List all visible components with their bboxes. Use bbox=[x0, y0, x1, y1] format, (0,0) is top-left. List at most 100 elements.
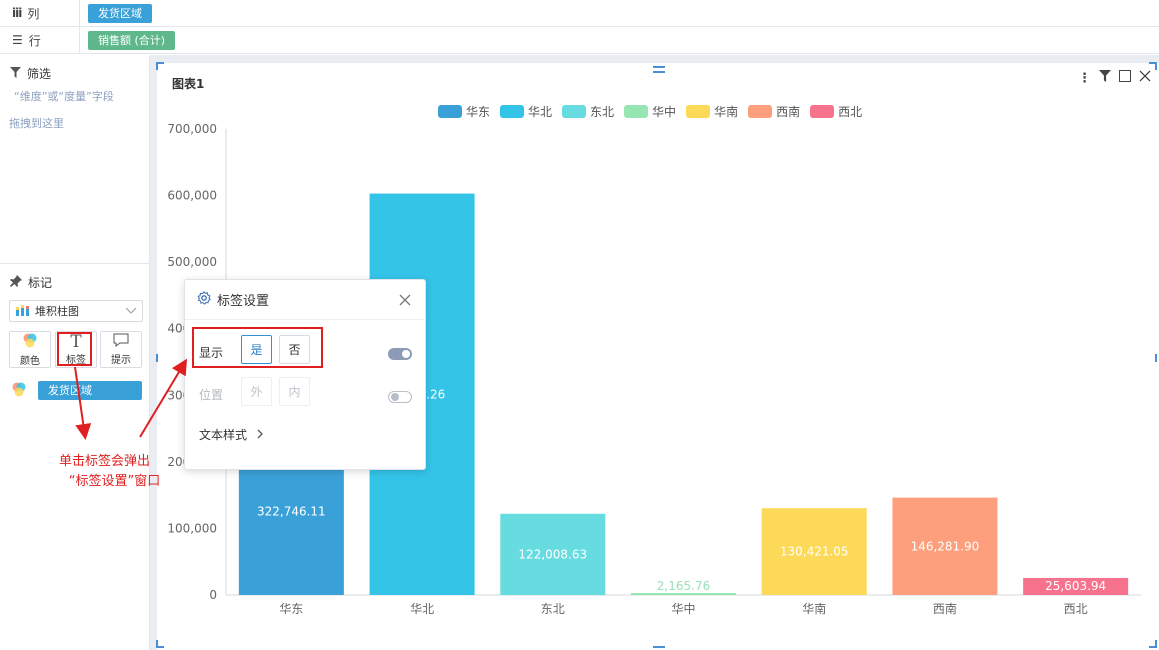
bar[interactable] bbox=[631, 593, 736, 595]
legend-item[interactable]: 西北 bbox=[810, 103, 862, 120]
y-tick-label: 700,000 bbox=[167, 122, 217, 136]
x-tick-label: 东北 bbox=[541, 602, 565, 616]
legend-label: 西南 bbox=[776, 105, 801, 119]
show-toggle[interactable] bbox=[388, 348, 412, 360]
palette-icon bbox=[21, 333, 39, 352]
more-vertical-icon[interactable]: ⋮ bbox=[1078, 70, 1091, 86]
drag-handle-icon[interactable] bbox=[653, 66, 665, 73]
text-style-row[interactable]: 文本样式 bbox=[199, 426, 263, 443]
data-label: 130,421.05 bbox=[780, 545, 849, 559]
left-separator bbox=[150, 56, 157, 650]
legend-label: 西北 bbox=[838, 105, 863, 119]
chevron-right-icon bbox=[257, 428, 263, 442]
tooltip-mark-label: 提示 bbox=[111, 355, 131, 366]
y-tick-label: 0 bbox=[209, 588, 217, 602]
filter-section-title: 筛选 bbox=[10, 65, 51, 82]
text-style-label: 文本样式 bbox=[199, 428, 248, 442]
popup-title: 标签设置 bbox=[217, 294, 270, 309]
x-tick-label: 华北 bbox=[410, 602, 434, 616]
filter-hint: “维度”或“度量”字段 bbox=[14, 90, 114, 103]
y-tick-label: 500,000 bbox=[167, 255, 217, 269]
resize-handle-right[interactable] bbox=[1155, 354, 1157, 362]
filter-icon[interactable] bbox=[1099, 70, 1111, 86]
filter-drop-hint[interactable]: 拖拽到这里 bbox=[9, 117, 64, 130]
legend-swatch bbox=[810, 105, 835, 118]
chart-title: 图表1 bbox=[172, 77, 205, 91]
legend-item[interactable]: 华北 bbox=[500, 103, 552, 120]
legend-label: 东北 bbox=[590, 105, 615, 119]
legend-label: 华南 bbox=[714, 105, 739, 119]
x-tick-label: 华东 bbox=[279, 602, 303, 616]
resize-handle-left[interactable] bbox=[156, 354, 158, 362]
panel-divider bbox=[0, 263, 150, 264]
resize-corner-tl[interactable] bbox=[156, 62, 164, 70]
data-label: 122,008.63 bbox=[518, 547, 587, 561]
pin-icon bbox=[10, 275, 22, 290]
position-inside-button[interactable]: 内 bbox=[279, 377, 310, 406]
bar[interactable] bbox=[892, 497, 998, 595]
columns-label: 列 bbox=[27, 6, 40, 21]
rows-shelf: ☰ 行 销售额 (合计) bbox=[0, 27, 1159, 54]
legend-item[interactable]: 华东 bbox=[438, 103, 490, 120]
legend-item[interactable]: 西南 bbox=[748, 103, 800, 120]
position-label: 位置 bbox=[199, 388, 224, 402]
tooltip-mark-button[interactable]: 提示 bbox=[100, 331, 142, 368]
position-outside-button[interactable]: 外 bbox=[241, 377, 272, 406]
legend-item[interactable]: 华南 bbox=[686, 103, 738, 120]
x-tick-label: 西北 bbox=[1064, 602, 1088, 616]
gear-icon bbox=[197, 290, 211, 309]
legend-swatch bbox=[624, 105, 649, 118]
data-label: 146,281.90 bbox=[911, 539, 980, 553]
resize-corner-tr[interactable] bbox=[1149, 62, 1157, 70]
close-icon[interactable] bbox=[1139, 70, 1151, 86]
columns-shelf-label: iii 列 bbox=[0, 0, 80, 26]
label-settings-popup: 标签设置 显示 是 否 位置 外 内 文本样式 bbox=[184, 279, 426, 470]
data-label: 322,746.11 bbox=[257, 505, 326, 519]
annotation-line2: “标签设置”窗口 bbox=[68, 474, 161, 489]
popup-header: 标签设置 bbox=[185, 280, 425, 320]
color-mark-button[interactable]: 颜色 bbox=[9, 331, 51, 368]
chart-toolbar: ⋮ bbox=[1078, 70, 1151, 86]
columns-icon: iii bbox=[12, 6, 22, 20]
legend-item[interactable]: 东北 bbox=[562, 103, 614, 120]
legend-swatch bbox=[500, 105, 525, 118]
label-mark-label: 标签 bbox=[66, 354, 86, 366]
text-t-icon: T bbox=[70, 331, 82, 352]
marks-title: 标记 bbox=[28, 276, 53, 290]
legend-label: 华东 bbox=[466, 105, 491, 119]
show-no-button[interactable]: 否 bbox=[279, 335, 310, 364]
chart-type-value: 堆积柱图 bbox=[35, 305, 79, 318]
maximize-icon[interactable] bbox=[1119, 70, 1131, 86]
rows-field-pill[interactable]: 销售额 (合计) bbox=[88, 30, 176, 50]
position-toggle[interactable] bbox=[388, 391, 412, 403]
bar[interactable] bbox=[761, 508, 867, 595]
x-tick-label: 华南 bbox=[802, 601, 826, 616]
rows-label: 行 bbox=[28, 33, 41, 48]
legend-swatch bbox=[438, 105, 462, 118]
x-tick-label: 西南 bbox=[933, 601, 957, 616]
legend-swatch bbox=[748, 105, 773, 118]
color-mark-label: 颜色 bbox=[20, 355, 40, 367]
close-icon[interactable] bbox=[399, 291, 411, 310]
chevron-down-icon bbox=[125, 306, 137, 317]
columns-field-pill[interactable]: 发货区域 bbox=[88, 3, 152, 23]
data-label: 2,165.76 bbox=[657, 579, 710, 593]
chart-type-select[interactable]: 堆积柱图 bbox=[9, 300, 143, 322]
resize-corner-bl[interactable] bbox=[156, 640, 164, 648]
legend-label: 华北 bbox=[528, 105, 553, 119]
columns-shelf: iii 列 发货区域 bbox=[0, 0, 1159, 27]
resize-corner-br[interactable] bbox=[1149, 640, 1157, 648]
bar[interactable] bbox=[1023, 577, 1129, 595]
resize-handle-bottom[interactable] bbox=[653, 646, 665, 648]
bar[interactable] bbox=[500, 513, 606, 595]
legend-item[interactable]: 华中 bbox=[624, 103, 676, 120]
rows-icon: ☰ bbox=[12, 33, 23, 47]
legend-swatch bbox=[686, 105, 711, 118]
show-yes-button[interactable]: 是 bbox=[241, 335, 272, 364]
y-tick-label: 600,000 bbox=[167, 189, 217, 203]
legend-swatch bbox=[562, 105, 587, 118]
rows-shelf-label: ☰ 行 bbox=[0, 27, 80, 53]
marks-section-title: 标记 bbox=[10, 274, 52, 291]
show-label: 显示 bbox=[199, 346, 224, 360]
filter-icon bbox=[10, 66, 21, 81]
